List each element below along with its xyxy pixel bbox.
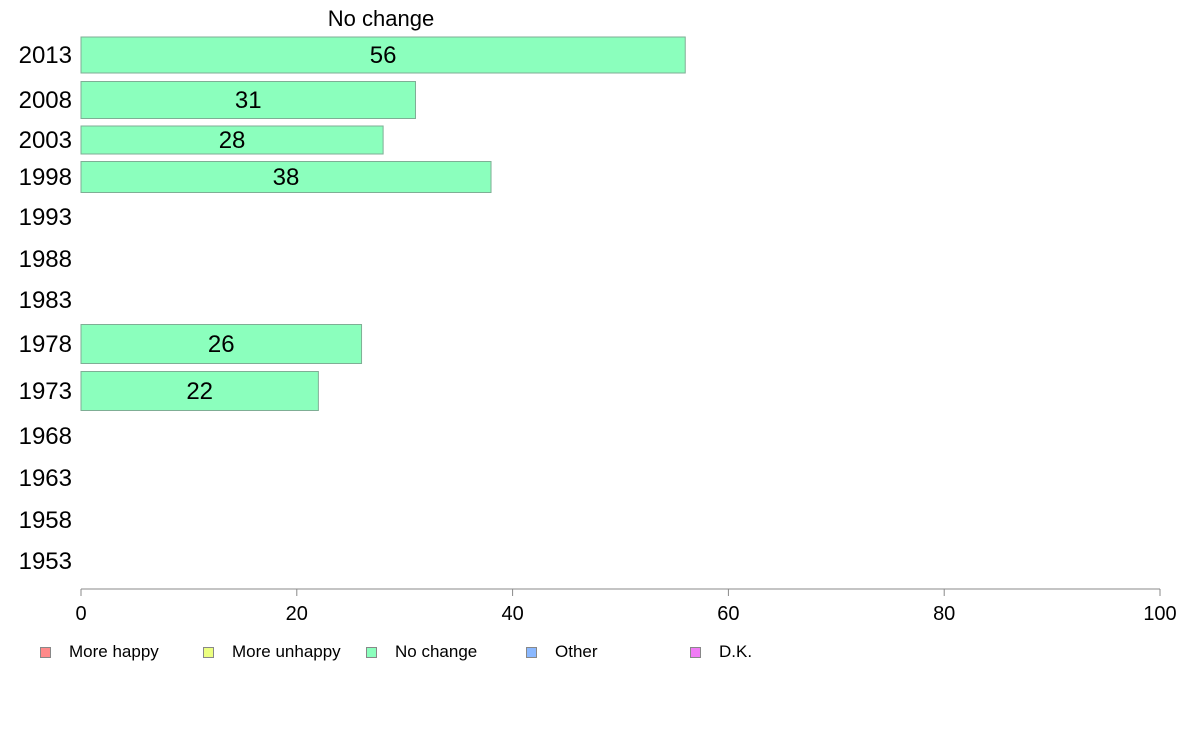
bar-value-label: 38 bbox=[273, 164, 300, 191]
legend-swatch bbox=[690, 646, 701, 658]
legend-swatch bbox=[203, 646, 214, 658]
bar-value-label: 31 bbox=[235, 87, 262, 114]
y-axis-labels: 2013 2008 2003 1998 1993 1988 1983 1978 1973 1968… bbox=[19, 42, 72, 575]
legend-item: No change bbox=[366, 642, 477, 662]
x-tick-label: 20 bbox=[286, 603, 308, 625]
legend-swatch bbox=[40, 646, 51, 658]
bar-value-label: 26 bbox=[208, 331, 235, 358]
y-tick-label: 1953 bbox=[19, 548, 72, 575]
y-tick-label: 1993 bbox=[19, 204, 72, 231]
bar-value-label: 22 bbox=[186, 378, 213, 405]
bar-value-label: 56 bbox=[370, 42, 397, 69]
y-tick-label: 1958 bbox=[19, 507, 72, 534]
y-tick-label: 2008 bbox=[19, 87, 72, 114]
y-tick-label: 1998 bbox=[19, 164, 72, 191]
legend-swatch bbox=[526, 646, 537, 658]
chart-title: No change bbox=[328, 6, 434, 31]
legend-item: More unhappy bbox=[203, 642, 341, 662]
x-axis: 0 20 40 60 80 100 bbox=[75, 588, 1177, 625]
y-tick-label: 1968 bbox=[19, 423, 72, 450]
legend-label: More unhappy bbox=[232, 642, 341, 661]
legend-item: D.K. bbox=[690, 642, 752, 662]
bar bbox=[80, 81, 416, 119]
legend-swatch bbox=[366, 646, 377, 658]
legend-label: D.K. bbox=[719, 642, 753, 661]
bar-value-label: 28 bbox=[219, 127, 246, 154]
legend-label: Other bbox=[555, 642, 598, 661]
legend-item: Other bbox=[526, 642, 598, 662]
bar-chart: No change 56 31 28 38 26 22 2013 2008 2003 1998 1… bbox=[19, 6, 1177, 625]
bar bbox=[80, 36, 686, 74]
bar bbox=[80, 161, 492, 193]
y-tick-label: 1983 bbox=[19, 287, 72, 314]
y-tick-label: 1963 bbox=[19, 465, 72, 492]
bar bbox=[80, 324, 363, 364]
y-tick-label: 1988 bbox=[19, 246, 72, 273]
legend-item: More happy bbox=[40, 642, 159, 662]
bar bbox=[80, 371, 319, 411]
x-tick-label: 40 bbox=[501, 603, 523, 625]
y-tick-label: 1978 bbox=[19, 331, 72, 358]
x-tick-label: 60 bbox=[717, 603, 739, 625]
x-tick-label: 80 bbox=[933, 603, 955, 625]
y-tick-label: 2013 bbox=[19, 42, 72, 69]
bar bbox=[80, 125, 384, 155]
x-tick-label: 0 bbox=[75, 603, 86, 625]
legend-label: No change bbox=[395, 642, 478, 661]
x-tick-label: 100 bbox=[1143, 603, 1176, 625]
y-tick-label: 1973 bbox=[19, 378, 72, 405]
bars-group: 56 31 28 38 26 22 bbox=[80, 36, 686, 411]
y-tick-label: 2003 bbox=[19, 127, 72, 154]
legend-label: More happy bbox=[69, 642, 159, 661]
